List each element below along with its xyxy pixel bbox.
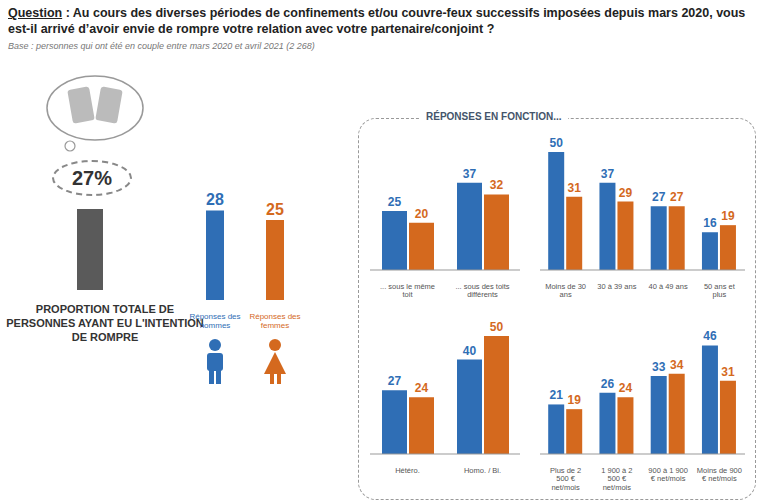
svg-text:Hétéro.: Hétéro. bbox=[395, 466, 420, 475]
svg-text:50: 50 bbox=[490, 320, 504, 334]
svg-text:Réponses desfemmes: Réponses desfemmes bbox=[249, 312, 300, 330]
svg-text:50 ans etplus: 50 ans etplus bbox=[704, 282, 736, 300]
svg-text:34: 34 bbox=[670, 358, 684, 372]
svg-text:33: 33 bbox=[652, 360, 666, 374]
svg-text:20: 20 bbox=[415, 207, 429, 221]
svg-text:Réponses deshommes: Réponses deshommes bbox=[189, 312, 240, 330]
svg-text:Moins de 900€ net/mois: Moins de 900€ net/mois bbox=[697, 466, 742, 484]
svg-text:27: 27 bbox=[670, 190, 684, 204]
svg-text:40 à 49 ans: 40 à 49 ans bbox=[649, 282, 688, 291]
svg-text:28: 28 bbox=[206, 191, 224, 208]
svg-text:... sous des toitsdifférents: ... sous des toitsdifférents bbox=[455, 282, 509, 300]
svg-text:29: 29 bbox=[619, 186, 633, 200]
html-text:Base : personnes qui ont été e: Base : personnes qui ont été en couple e… bbox=[8, 41, 315, 51]
svg-text:46: 46 bbox=[703, 329, 717, 343]
svg-text:27: 27 bbox=[652, 190, 666, 204]
svg-text:25: 25 bbox=[388, 195, 402, 209]
svg-text:31: 31 bbox=[721, 365, 735, 379]
svg-text:31: 31 bbox=[568, 181, 582, 195]
svg-text:37: 37 bbox=[463, 167, 477, 181]
svg-text:1 900 à 2500 €net/mois: 1 900 à 2500 €net/mois bbox=[601, 466, 632, 492]
svg-text:19: 19 bbox=[568, 393, 582, 407]
svg-text:900 à 1 900€ net/mois: 900 à 1 900€ net/mois bbox=[648, 466, 688, 484]
svg-text:30 à 39 ans: 30 à 39 ans bbox=[597, 282, 636, 291]
svg-text:32: 32 bbox=[490, 178, 504, 192]
svg-text:26: 26 bbox=[601, 377, 615, 391]
svg-text:21: 21 bbox=[550, 388, 564, 402]
svg-text:27: 27 bbox=[388, 374, 402, 388]
svg-text:24: 24 bbox=[415, 381, 429, 395]
html-text:RÉPONSES EN FONCTION...: RÉPONSES EN FONCTION... bbox=[426, 111, 562, 122]
html-text:Question : Au cours des divers: Question : Au cours des diverses période… bbox=[8, 6, 746, 36]
html-text:27%: 27% bbox=[72, 166, 112, 189]
svg-text:25: 25 bbox=[266, 201, 284, 218]
svg-text:Homo. / Bi.: Homo. / Bi. bbox=[464, 466, 501, 475]
svg-text:19: 19 bbox=[721, 209, 735, 223]
svg-text:37: 37 bbox=[601, 167, 615, 181]
svg-text:24: 24 bbox=[619, 381, 633, 395]
svg-text:... sous le mêmetoit: ... sous le mêmetoit bbox=[380, 282, 435, 300]
svg-text:16: 16 bbox=[703, 216, 717, 230]
svg-text:Moins de 30ans: Moins de 30ans bbox=[545, 282, 586, 300]
html-text:PROPORTION TOTALE DE PERSONNES: PROPORTION TOTALE DE PERSONNES AYANT EU … bbox=[6, 303, 204, 343]
svg-text:Plus de 2500 €net/mois: Plus de 2500 €net/mois bbox=[550, 466, 581, 492]
svg-text:40: 40 bbox=[463, 344, 477, 358]
svg-text:50: 50 bbox=[550, 136, 564, 150]
